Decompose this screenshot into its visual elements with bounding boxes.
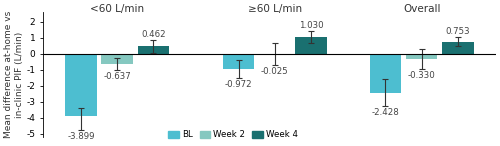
Text: -0.972: -0.972 xyxy=(225,80,252,89)
Bar xyxy=(296,37,327,54)
Bar xyxy=(223,54,254,69)
Bar xyxy=(442,42,474,54)
Text: -0.025: -0.025 xyxy=(261,67,289,76)
Bar xyxy=(370,54,401,93)
Text: 0.462: 0.462 xyxy=(141,30,166,39)
Text: 1.030: 1.030 xyxy=(299,21,324,30)
Text: ≥60 L/min: ≥60 L/min xyxy=(248,4,302,14)
Text: 0.753: 0.753 xyxy=(446,27,470,36)
Text: -0.330: -0.330 xyxy=(408,71,436,80)
Bar xyxy=(65,54,96,116)
Bar xyxy=(406,54,438,59)
Text: -2.428: -2.428 xyxy=(372,108,400,117)
Bar xyxy=(102,54,133,64)
Text: <60 L/min: <60 L/min xyxy=(90,4,144,14)
Text: Overall: Overall xyxy=(403,4,440,14)
Legend: BL, Week 2, Week 4: BL, Week 2, Week 4 xyxy=(165,127,302,143)
Text: -0.637: -0.637 xyxy=(104,72,131,81)
Text: -3.899: -3.899 xyxy=(67,132,94,141)
Bar xyxy=(138,46,169,54)
Y-axis label: Mean difference at-home vs
in-clinic PIF (L/min): Mean difference at-home vs in-clinic PIF… xyxy=(4,11,24,138)
